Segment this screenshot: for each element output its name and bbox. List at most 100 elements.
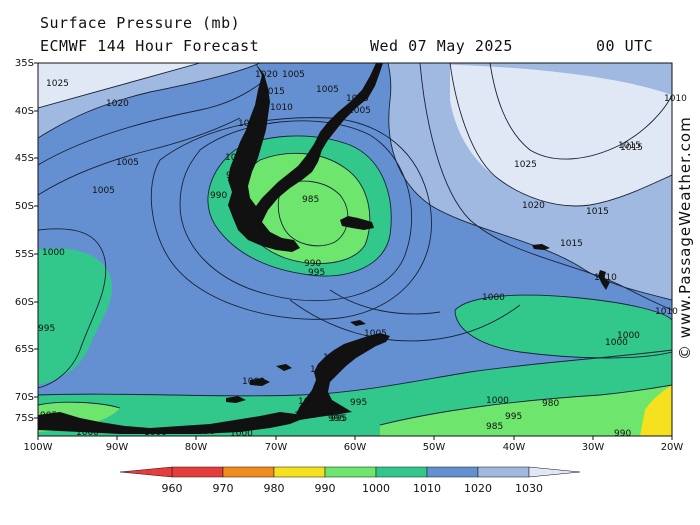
forecast-subtitle: ECMWF 144 Hour Forecast bbox=[40, 37, 260, 55]
colorbar-low-arrow bbox=[119, 466, 173, 478]
isobar-label: 1000 bbox=[486, 396, 509, 406]
isobar-label: 1015 bbox=[586, 207, 609, 217]
colorbar-label: 980 bbox=[264, 482, 285, 495]
fill-1000-east bbox=[455, 295, 672, 358]
isobar-label: 1015 bbox=[620, 143, 643, 153]
isobar-label: 1025 bbox=[46, 79, 69, 89]
isobar-label: 1005 bbox=[92, 186, 115, 196]
colorbar-label: 1020 bbox=[464, 482, 492, 495]
isobar-label: 1000 bbox=[242, 377, 265, 387]
south-sandwich-islands bbox=[598, 270, 610, 290]
south-georgia bbox=[532, 244, 550, 250]
isobar-label: 1000 bbox=[298, 397, 321, 407]
isobar-label: 1000 bbox=[310, 365, 333, 375]
isobar-label: 995 bbox=[330, 414, 347, 424]
lat-label: 65S bbox=[15, 344, 34, 355]
lon-label: 90W bbox=[106, 442, 129, 453]
colorbar-segment-1010 bbox=[426, 466, 479, 478]
pressure-fill-layers bbox=[38, 63, 672, 436]
lat-label: 35S bbox=[15, 58, 34, 69]
antarctic-peninsula bbox=[296, 333, 390, 420]
lat-axis-labels: 35S 40S 45S 50S 55S 60S 65S 70S 75S bbox=[15, 58, 34, 424]
colorbar-label: 1010 bbox=[413, 482, 441, 495]
isobar-label: 995 bbox=[350, 398, 367, 408]
isobar-label: 1020 bbox=[255, 70, 278, 80]
isobar-990-south bbox=[379, 384, 672, 426]
isobar-label: 1005 bbox=[282, 70, 305, 80]
falkland-islands bbox=[340, 216, 374, 230]
lat-label: 40S bbox=[15, 106, 34, 117]
colorbar-segment-990 bbox=[324, 466, 377, 478]
isobar-label: 1020 bbox=[522, 201, 545, 211]
axis-ticks bbox=[34, 62, 673, 440]
lon-label: 60W bbox=[344, 442, 367, 453]
isobar-1025-west bbox=[38, 63, 201, 109]
south-america-coast bbox=[228, 63, 383, 252]
lat-label: 75S bbox=[15, 413, 34, 424]
colorbar-high-arrow bbox=[528, 466, 581, 478]
isobar-1000-east-north bbox=[454, 294, 672, 321]
isobar-label: 995 bbox=[505, 412, 522, 422]
lon-label: 80W bbox=[185, 442, 208, 453]
isobar-1010-ring bbox=[150, 117, 432, 320]
isobar-label: 1015 bbox=[262, 87, 285, 97]
isobar-label: 990 bbox=[210, 191, 227, 201]
isobar-label: 985 bbox=[302, 195, 319, 205]
lon-label: 70W bbox=[265, 442, 288, 453]
isobar-label: 1000 bbox=[323, 353, 346, 363]
isobar-1015-west bbox=[38, 79, 266, 166]
isobar-label: 985 bbox=[486, 422, 503, 432]
isobar-label: 995 bbox=[328, 414, 345, 424]
isobar-label: 1025 bbox=[514, 160, 537, 170]
map-title: Surface Pressure (mb) bbox=[40, 14, 241, 32]
isobar-1000-west bbox=[38, 228, 107, 389]
isobar-label: 1010 bbox=[270, 103, 293, 113]
isobar-label: 990 bbox=[304, 259, 321, 269]
isobar-label: 1000 bbox=[144, 428, 167, 438]
isobar-label: 1000 bbox=[617, 331, 640, 341]
isobar-label: 995 bbox=[38, 324, 55, 334]
colorbar-label: 1000 bbox=[362, 482, 390, 495]
forecast-time-utc: 00 UTC bbox=[596, 37, 654, 55]
colorbar-label: 1030 bbox=[515, 482, 543, 495]
forecast-date: Wed 07 May 2025 bbox=[370, 37, 513, 55]
isobar-label: 1000 bbox=[225, 153, 248, 163]
isobar-labels: 1025 1020 1020 1015 1005 1005 1010 1005 … bbox=[38, 70, 687, 439]
lat-label: 60S bbox=[15, 297, 34, 308]
antarctic-island-3 bbox=[276, 364, 292, 371]
antarctica-coast bbox=[38, 412, 300, 434]
isobar-1015-east-2 bbox=[419, 63, 672, 311]
isobar-label: 1015 bbox=[560, 239, 583, 249]
isobar-1010-west bbox=[38, 117, 241, 196]
lon-label: 50W bbox=[423, 442, 446, 453]
isobar-995-southwest bbox=[38, 401, 121, 409]
colorbar-segment-980 bbox=[273, 466, 326, 478]
isobar-label: 990 bbox=[614, 429, 631, 439]
lat-label: 50S bbox=[15, 201, 34, 212]
colorbar-label: 970 bbox=[213, 482, 234, 495]
lon-label: 30W bbox=[582, 442, 605, 453]
isobar-label: 1000 bbox=[42, 248, 65, 258]
isobar-label: 1015 bbox=[618, 141, 641, 151]
colorbar-label: 960 bbox=[162, 482, 183, 495]
isobar-label: 1000 bbox=[294, 411, 317, 421]
isobar-label: 1005 bbox=[348, 106, 371, 116]
isobar-label: 990 bbox=[198, 427, 215, 437]
colorbar-segment-970 bbox=[222, 466, 275, 478]
isobar-label: 1000 bbox=[76, 428, 99, 438]
isobar-label: 995 bbox=[226, 171, 243, 181]
south-shetland-islands bbox=[350, 320, 366, 326]
isobar-label: 1005 bbox=[364, 329, 387, 339]
isobar-1005-mid bbox=[289, 299, 521, 342]
fill-990-south bbox=[380, 385, 672, 436]
isobar-label: 1005 bbox=[116, 158, 139, 168]
isobar-1020-east bbox=[449, 63, 672, 207]
isobar-label: 1000 bbox=[482, 293, 505, 303]
lon-label: 40W bbox=[503, 442, 526, 453]
isobar-label: 1005 bbox=[238, 119, 261, 129]
isobar-label: 985 bbox=[40, 411, 57, 421]
isobar-label: 1005 bbox=[346, 94, 369, 104]
fill-1030-west bbox=[38, 63, 200, 108]
